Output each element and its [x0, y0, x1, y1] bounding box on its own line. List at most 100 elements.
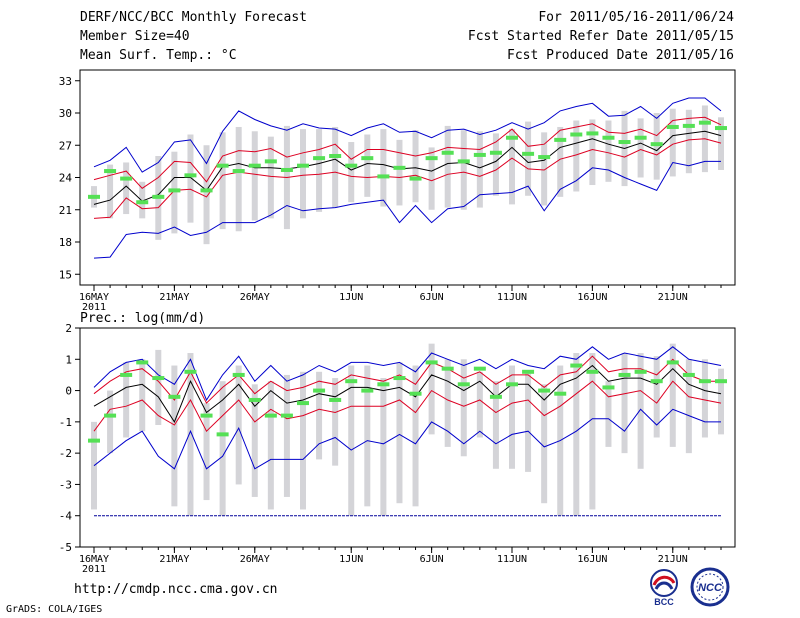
temp-marker	[136, 200, 149, 205]
prec-range-box	[589, 353, 596, 510]
prec-range-box	[444, 359, 451, 447]
prec-marker	[489, 394, 502, 399]
temp-range-box	[589, 119, 596, 186]
temp-range-box	[139, 181, 146, 219]
temp-marker	[184, 173, 197, 178]
temp-range-box	[203, 145, 210, 245]
prec-range-box	[685, 359, 692, 454]
prec-range-box	[412, 365, 419, 507]
prec-marker	[570, 363, 583, 368]
prec-range-box	[219, 381, 226, 516]
prec-range-box	[107, 390, 114, 454]
prec-marker	[120, 372, 133, 377]
prec-xtick-label: 1JUN	[339, 554, 363, 565]
temp-ytick-label: 15	[59, 268, 72, 281]
prec-marker	[104, 413, 117, 418]
prec-series-lower	[93, 380, 722, 433]
temp-range-box	[171, 151, 178, 234]
prec-marker	[345, 379, 358, 384]
prec-ytick-label: -2	[59, 447, 72, 460]
prec-marker	[297, 401, 309, 406]
temp-range-box	[348, 142, 355, 203]
temp-marker	[216, 163, 229, 168]
temp-range-box	[332, 126, 339, 208]
temp-marker	[473, 152, 486, 157]
prec-marker	[409, 391, 422, 396]
prec-ytick-label: -4	[59, 510, 73, 523]
temp-marker	[650, 142, 663, 147]
temp-range-box	[637, 118, 644, 178]
temp-marker	[409, 176, 422, 181]
prec-marker	[457, 382, 470, 387]
temp-range-box	[476, 131, 483, 208]
ncc-logo-text: NCC	[698, 582, 723, 594]
temp-range-box	[219, 132, 226, 230]
temp-series-mean	[93, 130, 722, 205]
prec-range-box	[171, 365, 178, 507]
prec-series-upper	[93, 355, 721, 404]
prec-xtick-label: 16JUN	[577, 554, 607, 565]
prec-marker	[425, 360, 438, 365]
prec-marker	[136, 360, 149, 365]
prec-panel-title: Prec.: log(mm/d)	[80, 311, 205, 326]
prec-marker	[329, 397, 342, 402]
temp-marker	[586, 131, 599, 136]
prec-ytick-label: -5	[59, 541, 72, 554]
prec-range-box	[316, 371, 323, 460]
temp-xtick-label: 26MAY	[240, 292, 270, 303]
prec-marker	[698, 379, 711, 384]
temp-range-box	[573, 120, 580, 192]
temp-marker	[634, 135, 647, 140]
temp-marker	[152, 194, 165, 199]
prec-range-box	[348, 365, 355, 516]
temp-xtick-label: 16JUN	[577, 292, 607, 303]
prec-ytick-label: 0	[65, 385, 72, 398]
prec-marker	[715, 379, 727, 384]
temp-marker	[506, 135, 518, 140]
prec-marker	[650, 379, 663, 384]
prec-marker	[88, 438, 100, 443]
prec-marker	[168, 394, 181, 399]
prec-marker	[473, 366, 486, 371]
temp-marker	[168, 188, 181, 193]
prec-marker	[361, 388, 374, 393]
prec-marker	[522, 369, 535, 374]
temp-marker	[297, 163, 309, 168]
prec-ytick-label: -3	[59, 478, 72, 491]
temp-marker	[489, 150, 502, 155]
temp-xtick-label: 21JUN	[658, 292, 688, 303]
source-url-link[interactable]: http://cmdp.ncc.cma.gov.cn	[74, 582, 278, 597]
prec-range-box	[364, 365, 371, 507]
temp-marker	[602, 135, 615, 140]
temp-marker	[457, 159, 470, 164]
temp-marker	[313, 156, 326, 161]
temp-range-box	[492, 133, 499, 196]
temp-marker	[570, 132, 583, 137]
temp-xtick-label: 1JUN	[339, 292, 363, 303]
temp-ytick-label: 24	[59, 172, 73, 185]
prec-ytick-label: 2	[65, 322, 72, 335]
prec-marker	[232, 372, 245, 377]
prec-marker	[634, 369, 647, 374]
prec-marker	[152, 376, 165, 381]
prec-xtick-label: 11JUN	[497, 554, 527, 565]
temp-range-box	[412, 130, 419, 203]
temp-range-box	[509, 129, 515, 205]
prec-range-box	[541, 384, 548, 504]
temp-range-box	[460, 130, 467, 210]
prec-marker	[216, 432, 229, 437]
prec-range-box	[251, 384, 258, 497]
temp-ytick-label: 33	[59, 75, 72, 88]
temp-range-box	[107, 164, 114, 219]
prec-xtick-label: 21MAY	[159, 554, 189, 565]
prec-range-box	[637, 353, 644, 469]
prec-xtick-label: 6JUN	[420, 554, 444, 565]
prec-range-box	[669, 343, 676, 447]
produced-date-label: Fcst Produced Date 2011/05/16	[507, 48, 734, 63]
temp-range-box	[187, 134, 194, 223]
prec-marker	[313, 388, 326, 393]
temp-marker	[666, 124, 679, 129]
temp-marker	[522, 151, 535, 156]
temp-marker	[120, 176, 133, 181]
